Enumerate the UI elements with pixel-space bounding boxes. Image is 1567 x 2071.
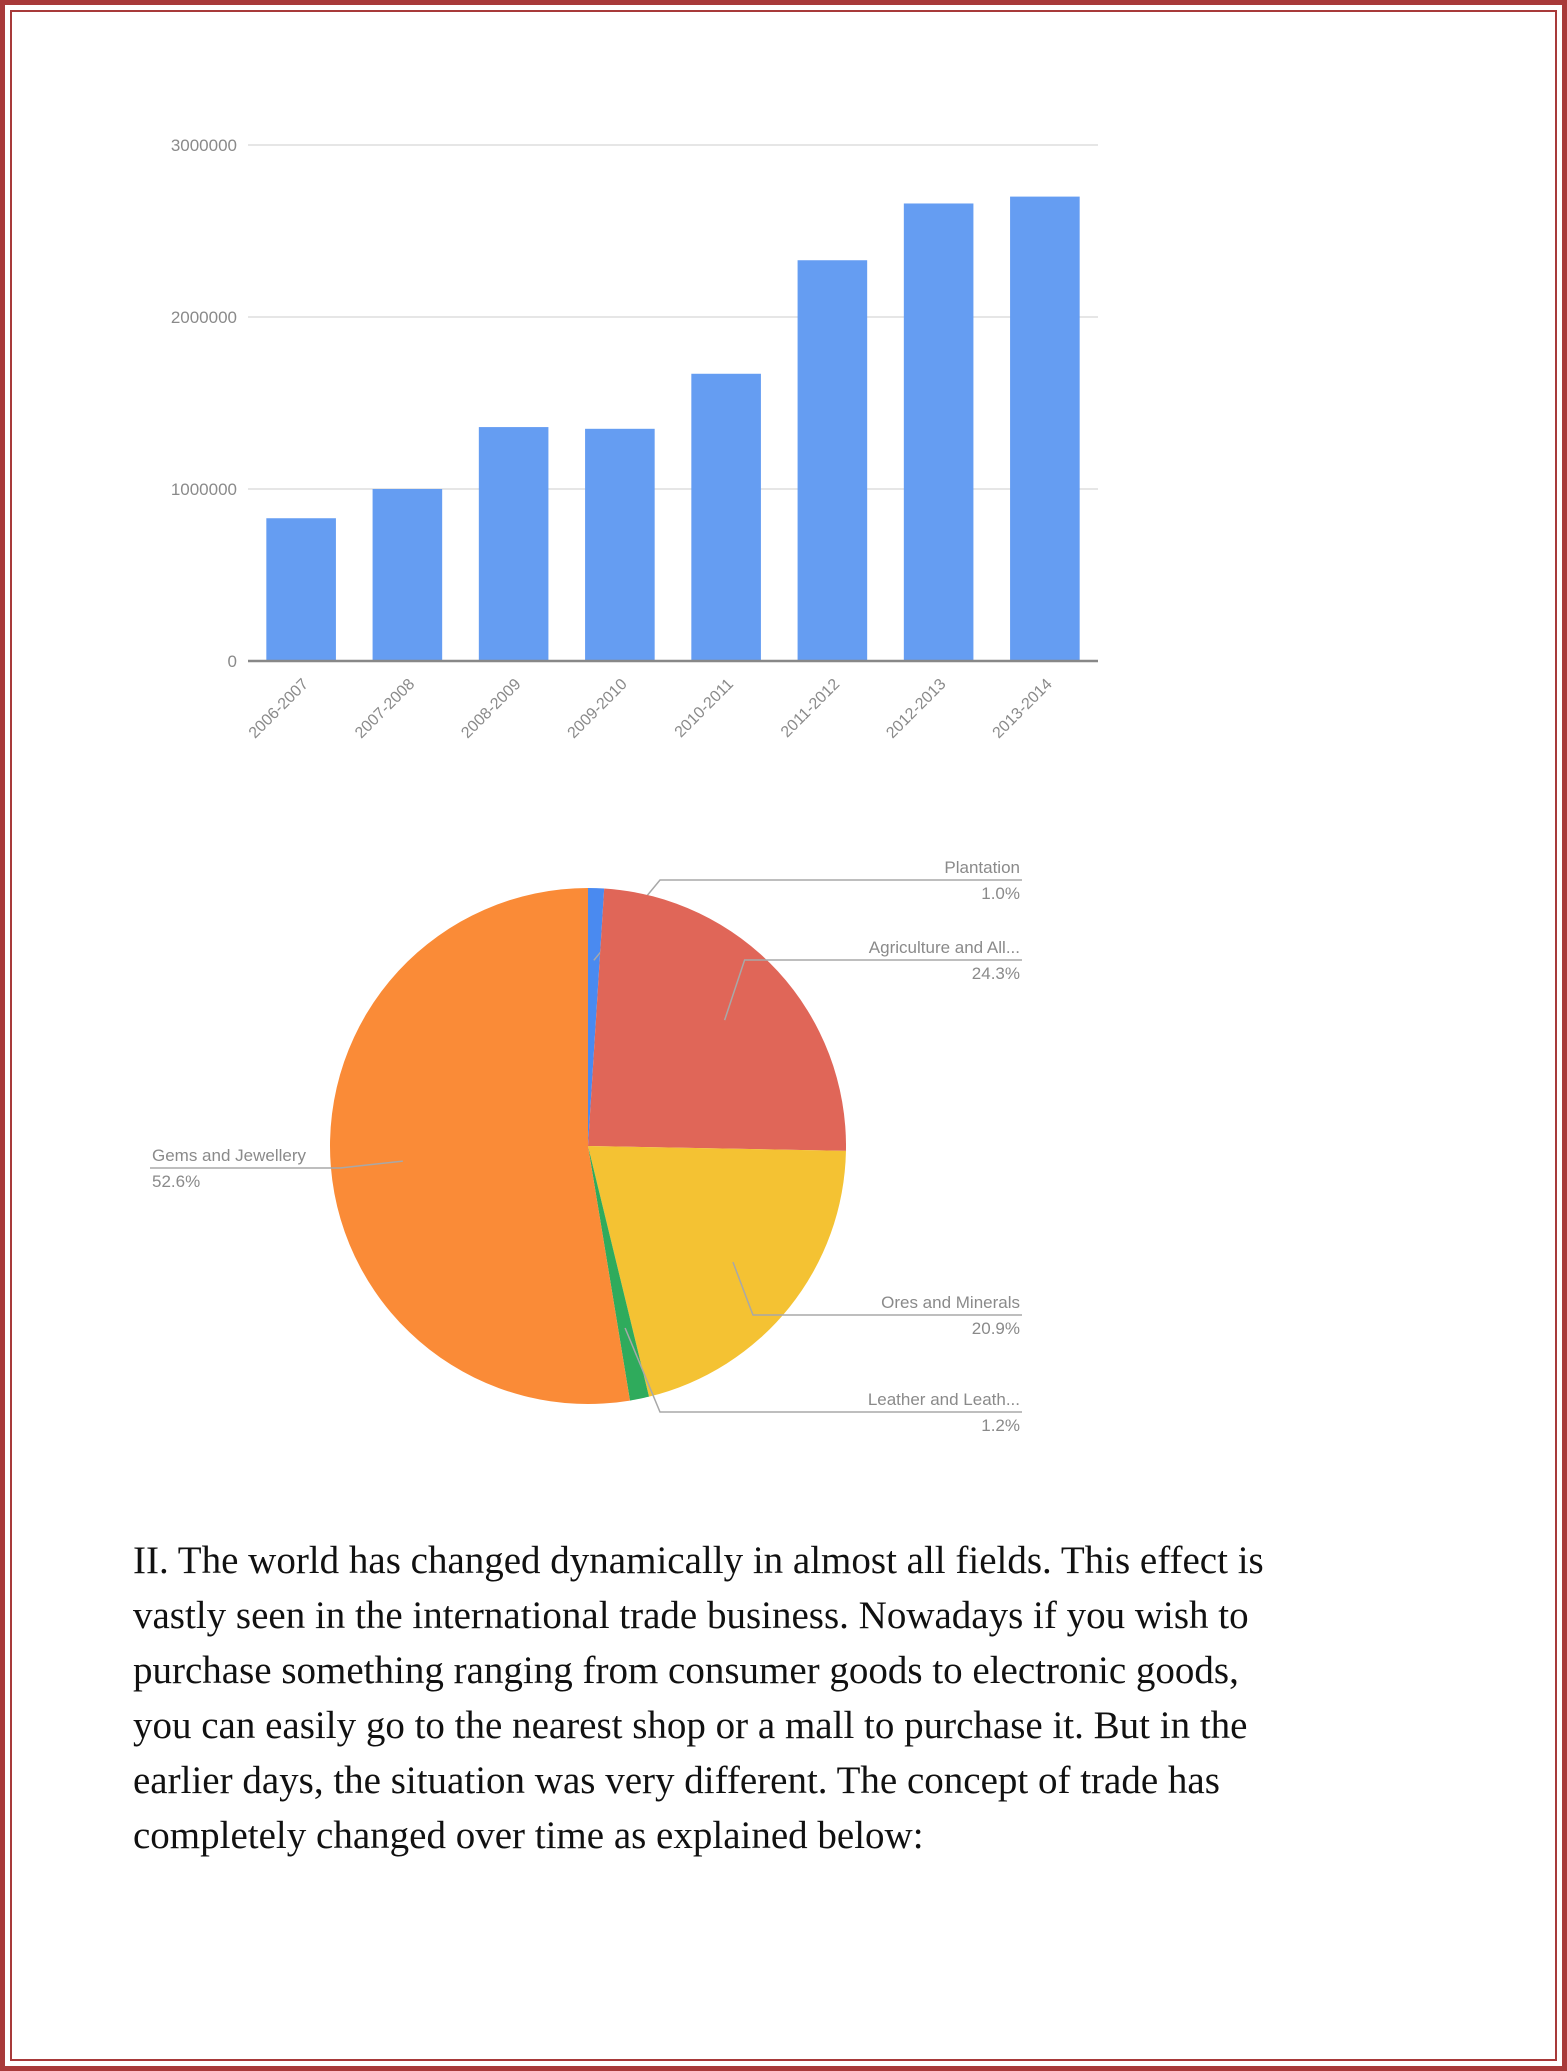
body-paragraph: II. The world has changed dynamically in… bbox=[133, 1533, 1453, 1863]
pie-leader-line bbox=[732, 1261, 1022, 1316]
bar bbox=[478, 427, 549, 661]
y-tick-label: 2000000 bbox=[171, 308, 237, 327]
bar bbox=[691, 373, 761, 661]
pie-slice-percent: 24.3% bbox=[972, 964, 1020, 983]
y-tick-label: 1000000 bbox=[171, 480, 237, 499]
pie-leader-line bbox=[150, 1160, 403, 1169]
pie-slice-label: Gems and Jewellery bbox=[152, 1146, 307, 1165]
paragraph-line: vastly seen in the international trade b… bbox=[133, 1594, 1249, 1637]
bar bbox=[585, 428, 655, 661]
paragraph-line: purchase something ranging from consumer… bbox=[133, 1649, 1239, 1692]
bar bbox=[903, 203, 974, 662]
paragraph-line: earlier days, the situation was very dif… bbox=[133, 1759, 1220, 1802]
y-tick-label: 0 bbox=[228, 652, 237, 671]
paragraph-line: you can easily go to the nearest shop or… bbox=[133, 1704, 1248, 1747]
pie-slice bbox=[588, 888, 846, 1151]
pie-slice-label: Ores and Minerals bbox=[881, 1293, 1020, 1312]
pie-slice-label: Plantation bbox=[944, 858, 1020, 877]
pie-leader-line bbox=[624, 1327, 1022, 1413]
pie-slice bbox=[588, 1146, 846, 1397]
bar bbox=[797, 260, 868, 661]
bar bbox=[1010, 196, 1080, 661]
pie-slice bbox=[588, 1146, 650, 1401]
pie-slice-percent: 20.9% bbox=[972, 1319, 1020, 1338]
pie-slice-percent: 1.2% bbox=[981, 1416, 1020, 1435]
pie-slice-label: Agriculture and All... bbox=[869, 938, 1020, 957]
pie-slice bbox=[330, 888, 630, 1404]
pie-chart: Plantation 1.0% Agriculture and All... 24.3… bbox=[150, 858, 1022, 1435]
pie-slice-label: Leather and Leath... bbox=[868, 1390, 1020, 1409]
bar bbox=[372, 489, 443, 661]
pie-leader-line bbox=[723, 959, 1022, 1021]
pie-slice-percent: 52.6% bbox=[152, 1172, 200, 1191]
bar bbox=[266, 518, 336, 661]
paragraph-line: completely changed over time as explaine… bbox=[133, 1814, 924, 1857]
y-tick-label: 3000000 bbox=[171, 136, 237, 155]
pie-slice-percent: 1.0% bbox=[981, 884, 1020, 903]
paragraph-line: II. The world has changed dynamically in… bbox=[133, 1539, 1264, 1582]
